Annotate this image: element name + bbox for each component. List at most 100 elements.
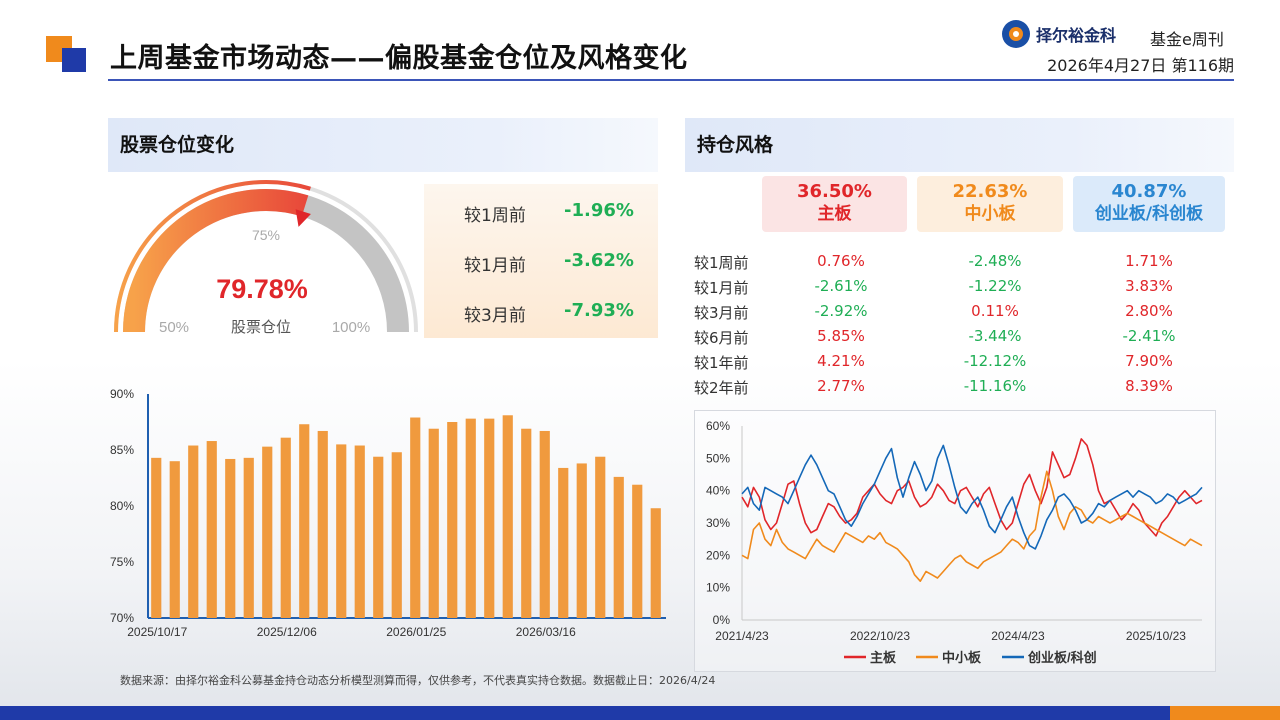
line-y-tick-label: 10% [706,581,730,595]
bar [317,430,328,618]
gauge-value: 79.78% [216,274,308,304]
style-change-label: 较6月前 [694,329,749,347]
style-card-pct: 22.63% [952,181,1028,202]
bar [151,457,162,618]
line-y-tick-label: 50% [706,451,730,465]
change-value: -1.96% [564,200,634,221]
bar-x-tick-label: 2025/10/17 [127,625,187,639]
style-change-value: 0.76% [817,252,865,270]
change-row: 较3月前 -7.93% [424,287,658,337]
change-row: 较1周前 -1.96% [424,187,658,237]
style-change-label: 较1月前 [694,279,749,297]
gauge-caption: 股票仓位 [231,319,291,336]
bar [576,463,587,618]
style-change-row: 较1月前 -2.61% -1.22% 3.83% [694,275,1234,300]
bar [613,476,624,618]
style-change-row: 较1周前 0.76% -2.48% 1.71% [694,250,1234,275]
footer-bar-orange [1170,706,1280,720]
bar [336,444,347,618]
style-change-value: -12.12% [963,352,1027,370]
style-line-chart: 0% 10% 20% 30% 40% 50% 60% 2021/4/23 2022/10/23 2… [706,419,1203,665]
header-decor-blue-square [62,48,86,72]
line-y-tick-label: 60% [706,419,730,433]
stock-position-heading: 股票仓位变化 [108,118,658,172]
bar [354,445,365,618]
bar [428,428,439,618]
line-x-tick-label: 2025/10/23 [1126,629,1186,643]
publication-name: 基金e周刊 [1150,30,1224,49]
style-change-value: -1.22% [968,277,1022,295]
style-change-row: 较3月前 -2.92% 0.11% 2.80% [694,300,1234,325]
style-change-label: 较3月前 [694,304,749,322]
logo-text: 择尔裕金科 [1036,26,1117,45]
bar [539,430,550,618]
bar-x-tick-label: 2026/03/16 [516,625,576,639]
style-change-value: 8.39% [1125,377,1173,395]
change-label: 较3月前 [464,306,526,326]
line-x-tick-label: 2022/10/23 [850,629,910,643]
line-y-tick-label: 30% [706,516,730,530]
style-change-value: 7.90% [1125,352,1173,370]
title-divider [108,79,1234,81]
style-change-row: 较2年前 2.77% -11.16% 8.39% [694,375,1234,400]
style-change-value: -2.48% [968,252,1022,270]
bar [188,445,199,618]
style-change-value: -3.44% [968,327,1022,345]
bar [521,428,532,618]
bar-x-tick-label: 2025/12/06 [257,625,317,639]
gauge-fill [123,189,309,333]
stock-position-bar-chart: 70% 75% 80% 85% 90% 2025/10/17 2025/12/06 2026/… [110,387,666,639]
legend-label: 中小板 [942,650,982,665]
line-x-tick-label: 2024/4/23 [991,629,1045,643]
style-change-value: -2.41% [1122,327,1176,345]
change-label: 较1周前 [464,206,526,226]
line-y-tick-label: 0% [713,613,731,627]
style-card-main-board: 36.50% 主板 [762,176,907,232]
series-line [741,444,1203,550]
holding-style-heading: 持仓风格 [685,118,1234,172]
bar [632,484,643,618]
change-row: 较1月前 -3.62% [424,237,658,287]
style-card-chinext-star: 40.87% 创业板/科创板 [1073,176,1225,232]
style-card-pct: 36.50% [797,181,872,202]
series-line [741,470,1203,582]
footer-bar-blue [0,706,1170,720]
series-line [741,438,1203,537]
style-card-name: 主板 [817,204,852,224]
position-change-box: 较1周前 -1.96% 较1月前 -3.62% 较3月前 -7.93% [424,184,658,338]
bar [391,452,402,618]
style-card-name: 创业板/科创板 [1094,204,1204,224]
position-gauge: 75% 79.78% 股票仓位 50% 100% [114,180,418,336]
legend-label: 主板 [870,650,897,665]
bar [243,457,254,618]
gauge-pointer-icon [295,209,311,227]
bar-y-tick-label: 90% [110,387,134,401]
line-x-tick-label: 2021/4/23 [715,629,769,643]
line-y-tick-label: 20% [706,548,730,562]
change-label: 较1月前 [464,256,526,276]
bar [502,415,513,618]
bar [373,456,384,618]
bar [225,458,236,618]
bar [169,461,180,618]
style-change-label: 较1年前 [694,354,749,372]
gauge-mid-label: 75% [252,227,280,243]
style-change-label: 较2年前 [694,379,749,397]
publication-date-issue: 2026年4月27日 第116期 [1047,56,1234,75]
style-change-value: 2.77% [817,377,865,395]
style-card-pct: 40.87% [1111,181,1187,202]
line-y-tick-label: 40% [706,484,730,498]
bar [299,424,310,618]
bar [447,422,458,618]
bar [558,467,569,618]
style-change-value: -2.61% [814,277,868,295]
legend-label: 创业板/科创 [1027,650,1097,665]
logo-icon [1002,20,1030,48]
gauge-outer-fill [114,180,311,333]
bar [484,418,495,618]
change-value: -3.62% [564,250,634,271]
bar-y-tick-label: 75% [110,555,134,569]
bar [206,441,217,618]
change-value: -7.93% [564,300,634,321]
bar-x-tick-label: 2026/01/25 [386,625,446,639]
